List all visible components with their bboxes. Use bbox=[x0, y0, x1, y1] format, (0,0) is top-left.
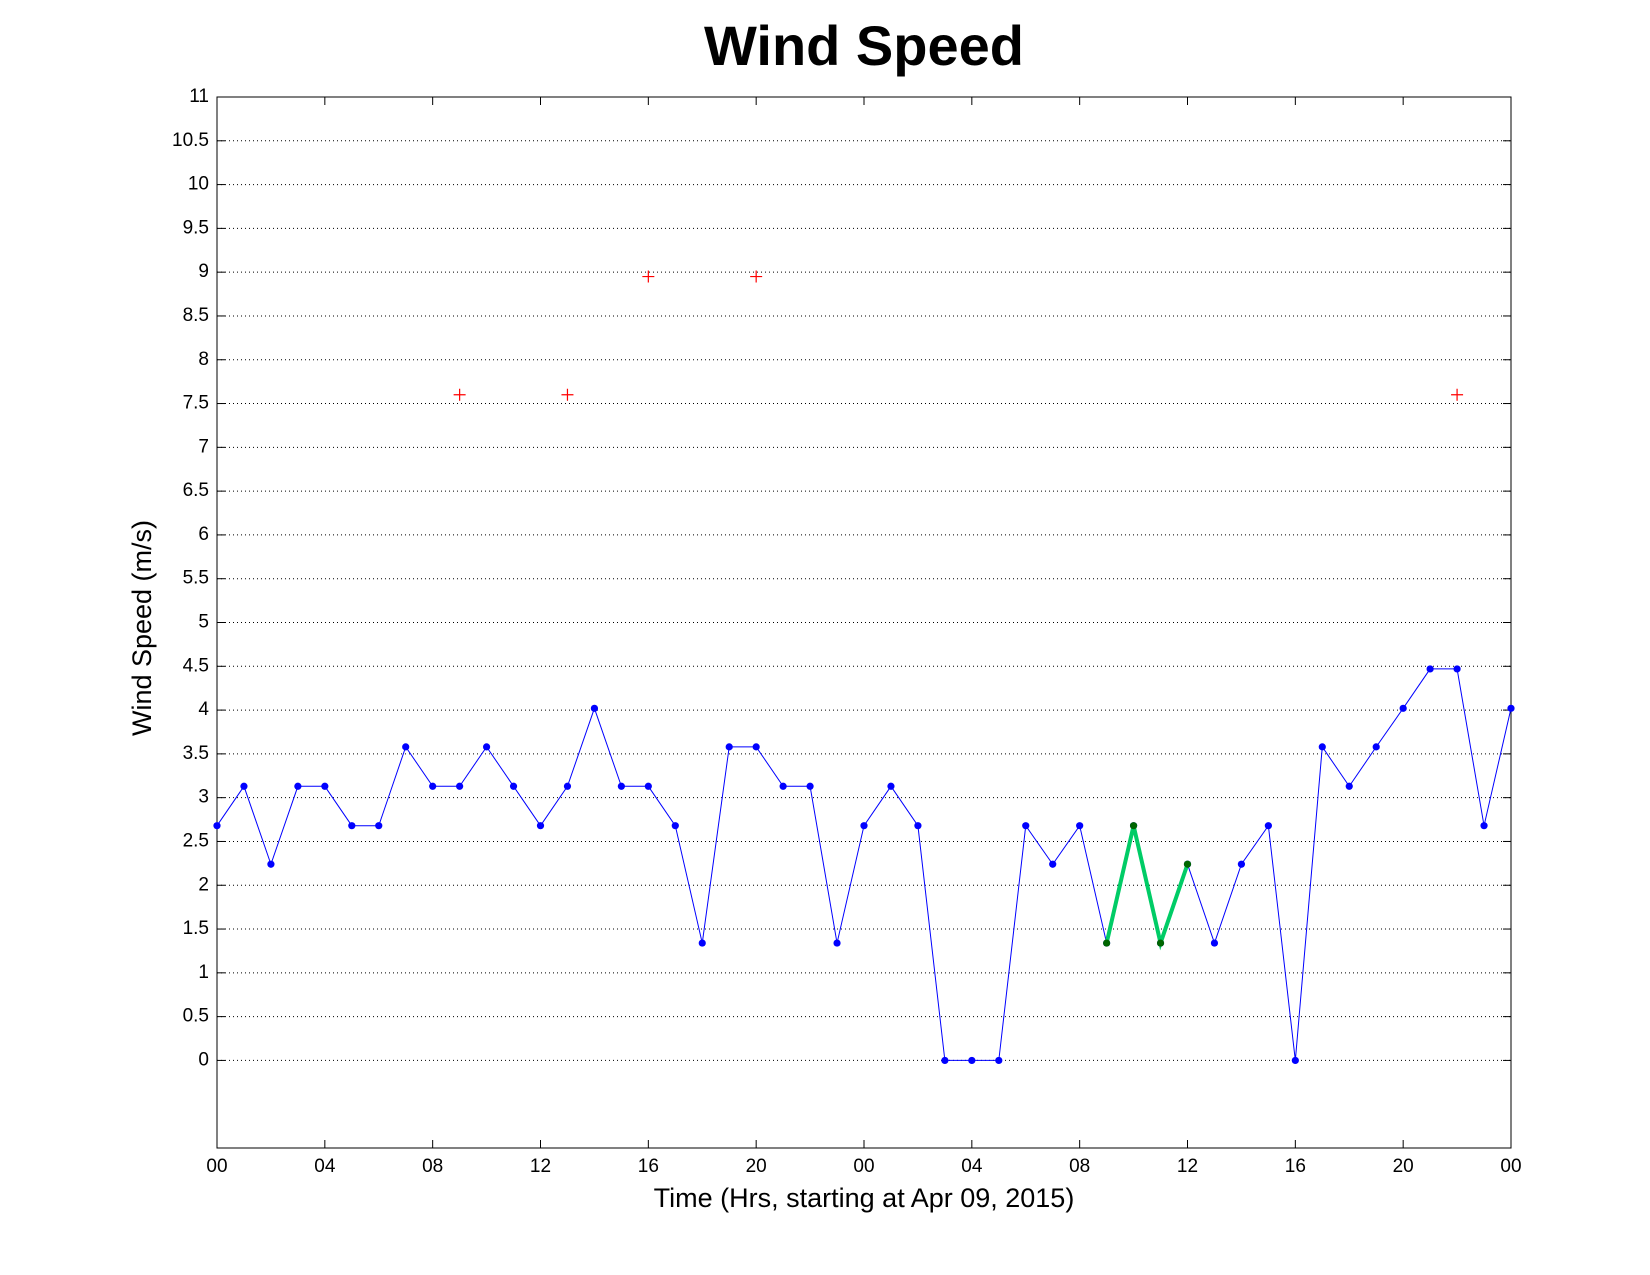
point-marker bbox=[887, 782, 895, 790]
x-tick-label: 00 bbox=[206, 1156, 227, 1177]
y-axis-label: Wind Speed (m/s) bbox=[127, 520, 157, 736]
x-tick-label: 08 bbox=[422, 1156, 443, 1177]
point-marker bbox=[1156, 939, 1165, 947]
x-tick-label: 20 bbox=[746, 1156, 767, 1177]
point-marker bbox=[267, 860, 275, 868]
x-tick-label: 16 bbox=[638, 1156, 659, 1177]
point-marker bbox=[1264, 822, 1272, 830]
y-tick-label: 4 bbox=[198, 699, 209, 720]
point-marker bbox=[1210, 939, 1219, 947]
point-marker bbox=[321, 782, 329, 790]
point-marker bbox=[968, 1056, 976, 1065]
y-tick-label: 2.5 bbox=[183, 830, 209, 851]
point-marker bbox=[1049, 860, 1057, 868]
y-tick-label: 9 bbox=[198, 261, 209, 282]
plus-marker bbox=[453, 388, 466, 401]
y-tick-label: 2 bbox=[198, 874, 209, 895]
point-marker bbox=[590, 704, 599, 712]
y-tick-label: 10 bbox=[188, 174, 209, 195]
y-tick-label: 7 bbox=[198, 436, 209, 457]
y-tick-label: 5 bbox=[198, 612, 209, 633]
point-marker bbox=[860, 822, 868, 830]
point-marker bbox=[914, 822, 922, 830]
y-tick-label: 7.5 bbox=[183, 393, 209, 414]
point-marker bbox=[213, 822, 221, 830]
point-marker bbox=[1076, 822, 1084, 830]
point-marker bbox=[1399, 704, 1407, 712]
point-marker bbox=[617, 782, 625, 790]
plot-frame bbox=[216, 96, 1512, 1149]
point-marker bbox=[456, 782, 464, 790]
x-tick-label: 04 bbox=[314, 1156, 336, 1177]
y-tick-label: 3 bbox=[198, 787, 209, 808]
series-line bbox=[1104, 825, 1190, 951]
point-marker bbox=[1103, 939, 1111, 947]
series-line bbox=[216, 668, 1512, 1061]
point-marker bbox=[563, 782, 572, 790]
point-marker bbox=[429, 782, 437, 790]
x-tick-label: 12 bbox=[530, 1156, 551, 1177]
point-marker bbox=[1453, 665, 1461, 673]
x-tick-label: 04 bbox=[961, 1156, 983, 1177]
point-marker bbox=[348, 822, 356, 830]
point-marker bbox=[375, 822, 383, 830]
point-marker bbox=[698, 939, 706, 947]
y-tick-label: 4.5 bbox=[183, 655, 209, 676]
plus-marker bbox=[642, 270, 655, 283]
point-marker bbox=[752, 743, 760, 751]
point-marker bbox=[833, 939, 841, 947]
point-marker bbox=[725, 743, 733, 751]
point-marker bbox=[482, 743, 491, 751]
point-marker bbox=[402, 743, 410, 751]
y-tick-label: 0.5 bbox=[183, 1006, 209, 1027]
x-tick-label: 12 bbox=[1177, 1156, 1198, 1177]
point-marker bbox=[1507, 704, 1515, 712]
point-marker bbox=[644, 782, 652, 790]
y-tick-label: 8.5 bbox=[183, 305, 209, 326]
plus-marker bbox=[561, 388, 574, 401]
y-tick-label: 6.5 bbox=[183, 480, 209, 501]
point-marker bbox=[995, 1056, 1003, 1065]
x-tick-label: 00 bbox=[853, 1156, 874, 1177]
point-marker bbox=[779, 782, 787, 790]
x-tick-label: 08 bbox=[1069, 1156, 1090, 1177]
x-tick-label: 00 bbox=[1500, 1156, 1521, 1177]
y-tick-label: 10.5 bbox=[172, 130, 209, 151]
point-marker bbox=[1318, 743, 1326, 751]
plus-marker bbox=[1451, 388, 1464, 401]
plus-marker bbox=[750, 270, 763, 283]
point-marker bbox=[1345, 782, 1353, 790]
point-marker bbox=[1237, 860, 1246, 868]
y-tick-label: 0 bbox=[198, 1049, 209, 1070]
y-tick-label: 9.5 bbox=[183, 217, 209, 238]
x-tick-label: 16 bbox=[1285, 1156, 1306, 1177]
y-tick-label: 3.5 bbox=[183, 743, 209, 764]
point-marker bbox=[536, 822, 545, 830]
point-marker bbox=[671, 822, 679, 830]
y-tick-label: 8 bbox=[198, 349, 209, 370]
point-marker bbox=[240, 782, 248, 790]
point-marker bbox=[1129, 822, 1138, 830]
point-marker bbox=[509, 782, 518, 790]
point-marker bbox=[806, 782, 814, 790]
point-marker bbox=[941, 1056, 949, 1065]
y-tick-label: 6 bbox=[198, 524, 209, 545]
point-marker bbox=[294, 782, 302, 790]
y-tick-label: 1.5 bbox=[183, 918, 209, 939]
chart-title: Wind Speed bbox=[704, 14, 1024, 77]
y-tick-label: 5.5 bbox=[183, 568, 209, 589]
x-axis-label: Time (Hrs, starting at Apr 09, 2015) bbox=[654, 1183, 1075, 1213]
point-marker bbox=[1291, 1056, 1299, 1065]
point-marker bbox=[1426, 665, 1434, 673]
point-marker bbox=[1372, 743, 1380, 751]
x-tick-label: 20 bbox=[1393, 1156, 1414, 1177]
y-tick-label: 1 bbox=[198, 962, 209, 983]
point-marker bbox=[1022, 822, 1030, 830]
point-marker bbox=[1480, 822, 1488, 830]
y-tick-label: 11 bbox=[189, 86, 209, 107]
point-marker bbox=[1183, 860, 1192, 868]
